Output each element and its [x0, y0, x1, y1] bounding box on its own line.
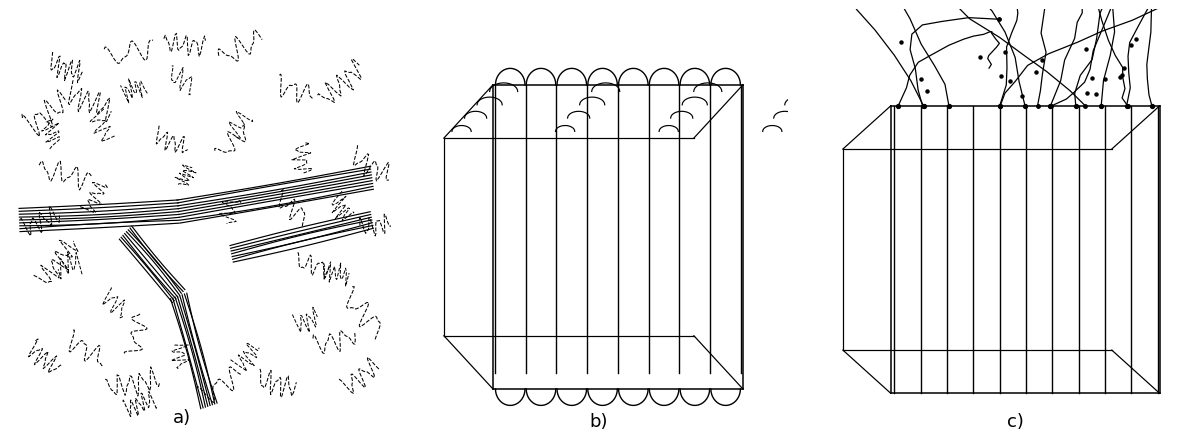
Text: a): a) [174, 409, 192, 427]
Text: b): b) [589, 413, 609, 431]
Text: c): c) [1008, 413, 1024, 431]
